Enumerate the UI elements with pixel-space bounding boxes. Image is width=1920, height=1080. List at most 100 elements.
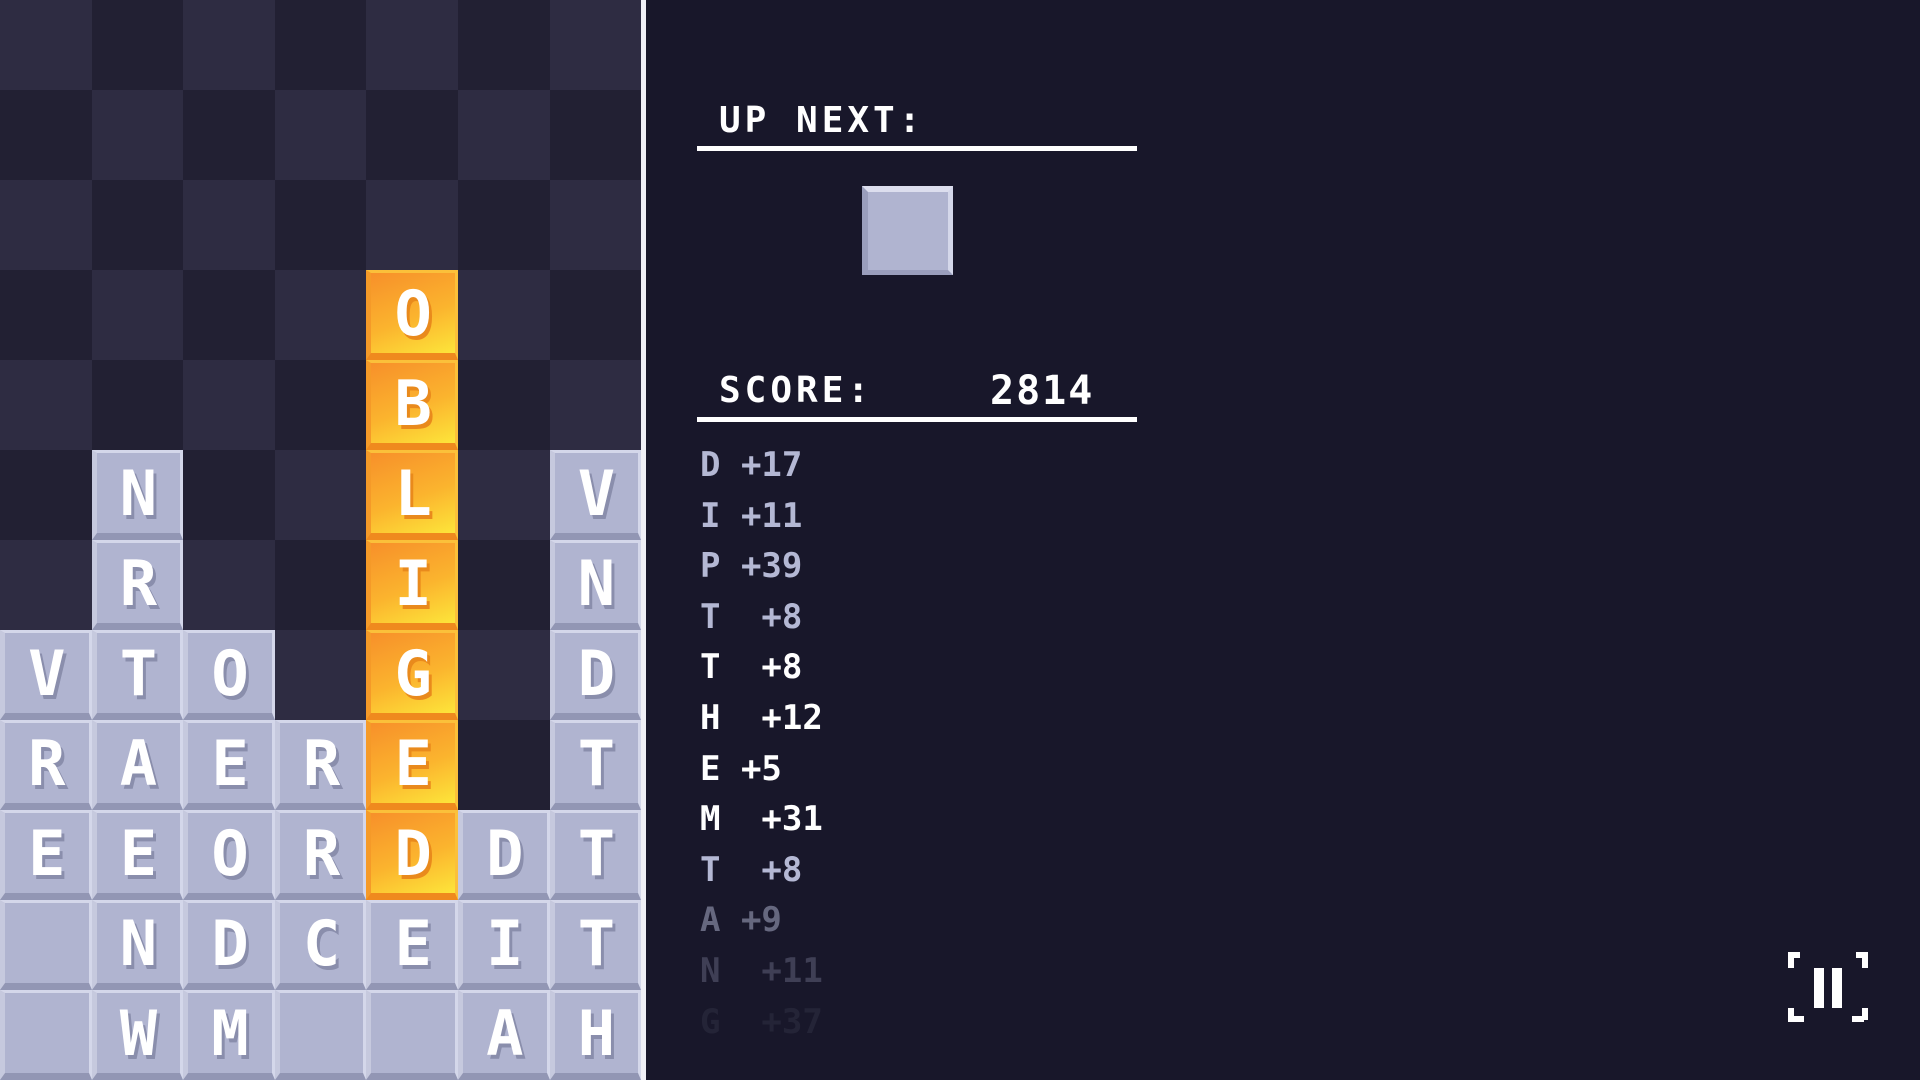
board-cell	[0, 450, 92, 540]
board-cell	[274, 450, 367, 540]
score-history-item: I +11	[700, 495, 803, 536]
board-cell	[458, 180, 550, 270]
letter-tile: D	[549, 630, 642, 720]
letter-tile: T	[549, 900, 642, 990]
pause-button[interactable]	[1780, 940, 1876, 1036]
letter-tile: D	[458, 810, 550, 900]
letter-tile: T	[549, 720, 642, 810]
highlighted-letter-tile: D	[366, 810, 458, 900]
board-cell	[366, 0, 458, 90]
board-cell	[458, 0, 550, 90]
board-divider	[641, 0, 646, 1080]
highlighted-letter-tile: O	[366, 270, 458, 360]
board-cell	[183, 540, 275, 630]
score-history-item: E +5	[700, 748, 782, 789]
letter-tile	[366, 990, 458, 1080]
board-cell	[183, 450, 275, 540]
board-cell	[183, 180, 275, 270]
letter-tile: A	[91, 720, 184, 810]
board-cell	[274, 90, 367, 180]
score-history-item: T +8	[700, 849, 803, 890]
board-cell	[366, 90, 458, 180]
board-cell	[458, 630, 550, 720]
score-history-item: A +9	[700, 900, 782, 941]
highlighted-letter-tile: E	[366, 720, 458, 810]
board-cell	[458, 720, 550, 810]
board-cell	[183, 90, 275, 180]
board-cell	[183, 360, 275, 450]
score-label: SCORE:	[719, 370, 874, 411]
letter-tile: O	[183, 630, 275, 720]
score-history-item: H +12	[700, 697, 823, 738]
letter-tile	[0, 900, 92, 990]
board-cell	[183, 0, 275, 90]
board-cell	[183, 270, 275, 360]
board-cell	[274, 540, 367, 630]
board-cell	[0, 0, 92, 90]
highlighted-letter-tile: L	[366, 450, 458, 540]
letter-tile: E	[366, 900, 458, 990]
board-cell	[274, 270, 367, 360]
letter-tile: V	[549, 450, 642, 540]
highlighted-letter-tile: I	[366, 540, 458, 630]
board-cell	[458, 90, 550, 180]
score-heading: SCORE: 2814	[697, 368, 1137, 422]
letter-tile: O	[183, 810, 275, 900]
board-cell	[91, 0, 184, 90]
score-history-item: P +39	[700, 546, 803, 587]
letter-tile: E	[91, 810, 184, 900]
board-cell	[549, 90, 642, 180]
letter-tile: W	[91, 990, 184, 1080]
board-cell	[0, 180, 92, 270]
letter-tile: N	[549, 540, 642, 630]
board-cell	[458, 540, 550, 630]
board-cell	[91, 180, 184, 270]
board-cell	[549, 180, 642, 270]
board-cell	[274, 630, 367, 720]
letter-tile: N	[91, 900, 184, 990]
score-history-item: N +11	[700, 950, 823, 991]
board-cell	[274, 180, 367, 270]
letter-tile: H	[549, 990, 642, 1080]
board-cell	[549, 270, 642, 360]
letter-tile: V	[0, 630, 92, 720]
highlighted-letter-tile: G	[366, 630, 458, 720]
letter-tile	[0, 990, 92, 1080]
highlighted-letter-tile: B	[366, 360, 458, 450]
board-cell	[458, 450, 550, 540]
board-cell	[458, 360, 550, 450]
letter-tile: E	[183, 720, 275, 810]
up-next-label: UP NEXT:	[719, 100, 925, 141]
board-cell	[0, 360, 92, 450]
board-cell	[91, 90, 184, 180]
up-next-heading: UP NEXT:	[697, 100, 1137, 151]
letter-tile: R	[274, 810, 367, 900]
board-cell	[549, 0, 642, 90]
score-value: 2814	[990, 368, 1095, 414]
letter-tile: C	[274, 900, 367, 990]
letter-tile: R	[0, 720, 92, 810]
board-cell	[274, 360, 367, 450]
board-cell	[0, 90, 92, 180]
board-cell	[549, 360, 642, 450]
letter-tile: T	[91, 630, 184, 720]
letter-tile: A	[458, 990, 550, 1080]
letter-tile: R	[91, 540, 184, 630]
board-cell	[91, 360, 184, 450]
next-tile	[862, 186, 953, 275]
letter-tile: D	[183, 900, 275, 990]
letter-tile: T	[549, 810, 642, 900]
board-cell	[366, 180, 458, 270]
board-cell	[274, 0, 367, 90]
pause-icon	[1788, 952, 1868, 1022]
letter-tile	[274, 990, 367, 1080]
board-cell	[458, 270, 550, 360]
score-history-item: G +37	[700, 1001, 823, 1042]
score-history: D +17 I +11 P +39 T +8 T +8 H +12 E +5 M +31 T +…	[700, 445, 823, 1052]
board-cell	[0, 540, 92, 630]
letter-tile: I	[458, 900, 550, 990]
letter-tile: M	[183, 990, 275, 1080]
board-cell	[0, 270, 92, 360]
score-history-item: T +8	[700, 647, 803, 688]
